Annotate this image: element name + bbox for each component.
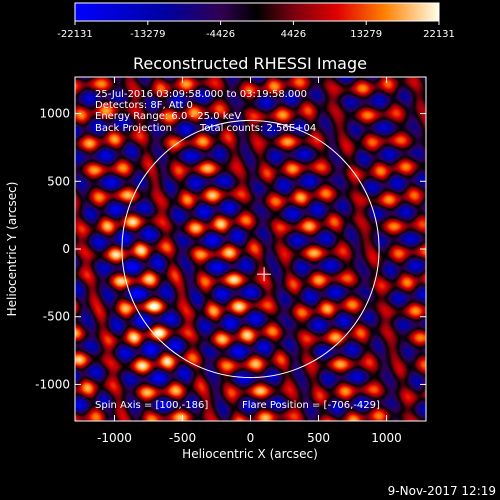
axis-ticks: -1000 -500 0 500 1000 -1000 -500 0 500 1000 xyxy=(35,77,426,445)
x-tick-label: -500 xyxy=(169,431,196,445)
colorbar xyxy=(74,2,440,22)
x-tick-label: -1000 xyxy=(97,431,132,445)
heatmap-image xyxy=(75,77,426,421)
x-tick-label: 0 xyxy=(247,431,255,445)
y-tick-label: 0 xyxy=(62,242,70,256)
energy-range-text: Energy Range: 6.0 - 25.0 keV xyxy=(95,111,241,122)
spin-axis-text: Spin Axis = [100,-186] xyxy=(95,400,208,411)
colorbar-tick-label: -4426 xyxy=(206,29,235,40)
y-tick-label: -500 xyxy=(43,310,70,324)
method-text: Back Projection xyxy=(95,123,172,134)
solar-limb-circle xyxy=(121,119,380,379)
colorbar-ticks: -22131 -13279 -4426 4426 13279 22131 xyxy=(57,21,455,40)
y-tick-label: -1000 xyxy=(35,377,70,391)
x-tick-label: 1000 xyxy=(371,431,402,445)
y-tick-label: 500 xyxy=(47,174,70,188)
plot-date: 9-Nov-2017 12:19 xyxy=(388,484,496,498)
x-axis-label: Heliocentric X (arcsec) xyxy=(182,447,318,461)
spin-axis-marker xyxy=(257,267,272,282)
colorbar-tick-label: 22131 xyxy=(423,29,455,40)
colorbar-tick-label: 4426 xyxy=(281,29,306,40)
detectors-text: Detectors: 8F, Att 0 xyxy=(95,100,193,111)
chart-title: Reconstructed RHESSI Image xyxy=(133,54,367,73)
time-range-text: 25-Jul-2016 03:09:58.000 to 03:19:58.000 xyxy=(95,89,307,100)
y-tick-label: 1000 xyxy=(39,107,70,121)
x-tick-label: 500 xyxy=(307,431,330,445)
total-counts-text: Total counts: 2.56E+04 xyxy=(199,123,316,134)
flare-position-text: Flare Position = [-706,-429] xyxy=(242,400,380,411)
colorbar-tick-label: -22131 xyxy=(57,29,92,40)
colorbar-tick-label: 13279 xyxy=(350,29,382,40)
colorbar-tick-label: -13279 xyxy=(130,29,165,40)
y-axis-label: Heliocentric Y (arcsec) xyxy=(5,182,19,317)
